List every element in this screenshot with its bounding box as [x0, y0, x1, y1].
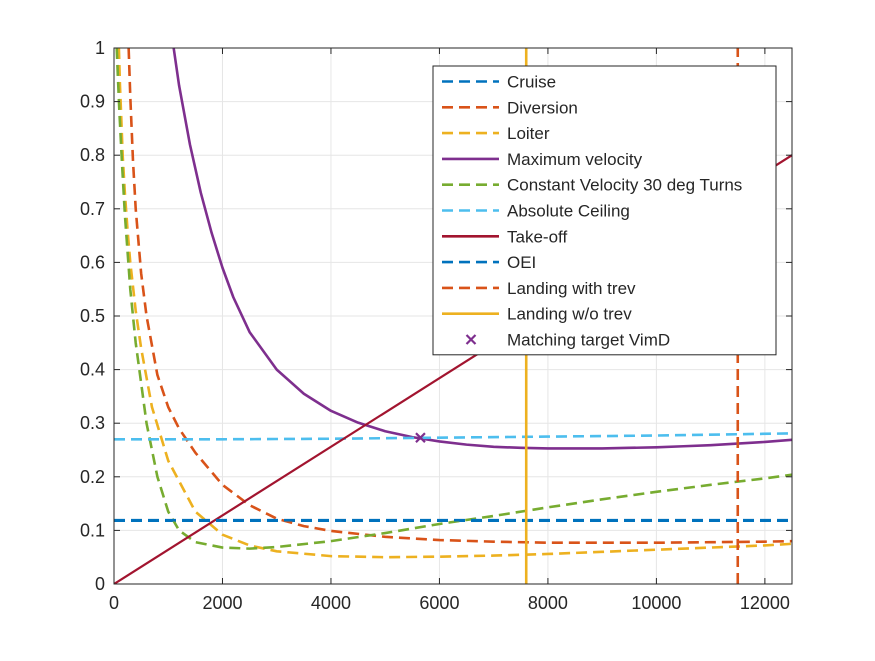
legend-label: Loiter	[507, 124, 550, 143]
legend: Cruise Diversion Loiter Maximum velocity Con…	[432, 65, 777, 356]
legend-label: Absolute Ceiling	[507, 202, 630, 221]
legend-label: Diversion	[507, 98, 578, 117]
x-tick-label: 4000	[311, 593, 351, 613]
x-tick-label: 8000	[528, 593, 568, 613]
legend-label: Constant Velocity 30 deg Turns	[507, 176, 742, 195]
y-tick-label: 0.4	[80, 360, 105, 380]
x-tick-label: 6000	[419, 593, 459, 613]
x-tick-label: 10000	[631, 593, 681, 613]
x-tick-label: 2000	[202, 593, 242, 613]
x-axis-ticks: 0 2000 4000 6000 8000 10000 12000	[109, 48, 790, 613]
legend-marker	[465, 334, 477, 345]
marker-stroke	[415, 432, 426, 443]
x-tick-label: 12000	[740, 593, 790, 613]
legend-label: Maximum velocity	[507, 150, 643, 169]
y-tick-label: 1	[95, 38, 105, 58]
series-line-maximum-velocity	[172, 48, 792, 450]
legend-label: OEI	[507, 253, 536, 272]
legend-item-landing-with-trev: Landing with trev	[442, 279, 636, 298]
y-tick-label: 0.6	[80, 252, 105, 272]
matching-point-marker	[415, 432, 426, 443]
legend-label: Landing w/o trev	[507, 305, 632, 324]
legend-item-constant-velocity-30-deg-turns: Constant Velocity 30 deg Turns	[442, 176, 742, 195]
legend-label: Matching target VimD	[507, 331, 670, 350]
series-line-constant-velocity-30-deg-turns	[115, 48, 792, 550]
legend-label: Landing with trev	[507, 279, 636, 298]
legend-item-maximum-velocity: Maximum velocity	[442, 150, 643, 169]
y-tick-label: 0.7	[80, 199, 105, 219]
y-tick-label: 0.2	[80, 467, 105, 487]
series-line-absolute-ceiling	[114, 432, 792, 441]
legend-item-landing-w-o-trev: Landing w/o trev	[442, 305, 632, 324]
legend-item-matching-target-vimd: Matching target VimD	[465, 331, 670, 350]
y-tick-label: 0.1	[80, 520, 105, 540]
legend-item-take-off: Take-off	[442, 227, 567, 246]
y-tick-label: 0	[95, 574, 105, 594]
y-tick-label: 0.8	[80, 145, 105, 165]
y-tick-label: 0.5	[80, 306, 105, 326]
legend-item-oei: OEI	[442, 253, 536, 272]
legend-item-diversion: Diversion	[442, 98, 578, 117]
x-tick-label: 0	[109, 593, 119, 613]
legend-label: Take-off	[507, 227, 567, 246]
legend-item-cruise: Cruise	[442, 73, 556, 92]
series-line-diversion	[127, 48, 792, 545]
y-tick-label: 0.3	[80, 413, 105, 433]
legend-label: Cruise	[507, 73, 556, 92]
legend-box	[432, 65, 777, 356]
y-tick-label: 0.9	[80, 92, 105, 112]
legend-item-absolute-ceiling: Absolute Ceiling	[442, 202, 630, 221]
legend-item-loiter: Loiter	[442, 124, 550, 143]
y-axis-ticks: 0 0.1 0.2 0.3 0.4 0.5 0.6 0.7 0.8 0.9 1	[80, 38, 792, 594]
